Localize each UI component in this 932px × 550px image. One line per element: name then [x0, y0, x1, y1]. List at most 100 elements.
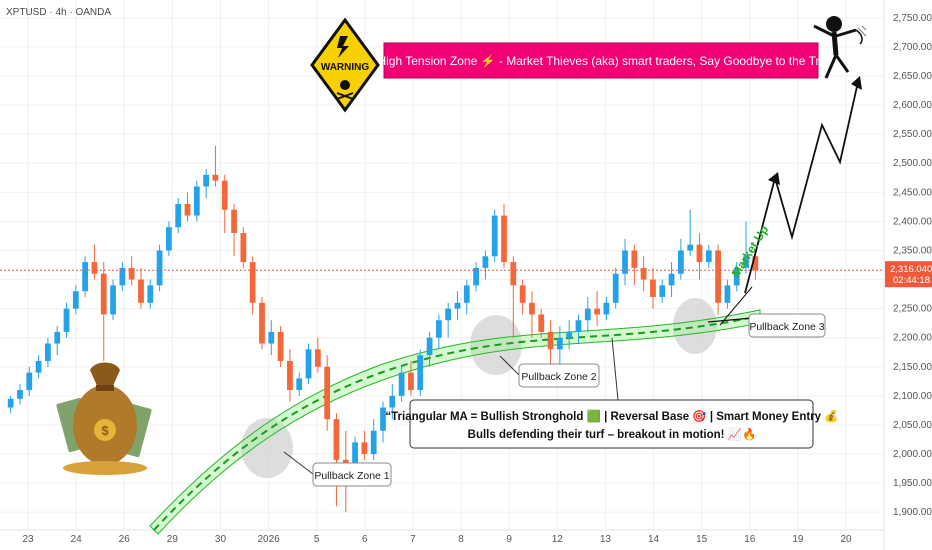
price-tick-label: 2,750.000 [893, 13, 932, 24]
candle-bull [193, 186, 200, 216]
candle-bear [631, 250, 638, 268]
candle-bear [324, 366, 331, 420]
candle-bear [715, 250, 721, 303]
price-tick-label: 2,150.000 [893, 362, 932, 373]
price-tick-label: 2,200.000 [893, 333, 932, 344]
projection-path [744, 81, 859, 294]
time-tick-label: 26 [119, 534, 131, 545]
candle-bull [584, 308, 591, 321]
candle-bull [603, 302, 610, 315]
time-tick-label: 19 [792, 534, 804, 545]
time-tick-label: 2026 [257, 534, 280, 545]
candle-bull [566, 331, 573, 338]
candle-bull [54, 331, 61, 344]
candle-bear [547, 331, 554, 350]
candle-bull [305, 349, 312, 379]
candle-bear [212, 174, 219, 181]
candle-bull [659, 285, 666, 297]
price-tick-label: 2,500.000 [893, 158, 932, 169]
candle-bull [575, 320, 582, 332]
price-tick-label: 1,950.000 [893, 478, 932, 489]
time-tick-label: 7 [410, 534, 416, 545]
candle-bear [314, 349, 321, 367]
time-tick-label: 30 [215, 534, 227, 545]
candle-bull [473, 267, 479, 286]
candle-bear [128, 267, 135, 280]
candle-bear [259, 302, 265, 344]
price-tick-label: 2,100.000 [893, 391, 932, 402]
quote-line-1: “Triangular MA = Bullish Stronghold 🟩 | … [385, 409, 838, 423]
candles [7, 145, 759, 513]
candle-bear [594, 308, 600, 315]
candle-bull [82, 262, 89, 292]
price-tick-label: 2,550.000 [893, 129, 932, 140]
time-tick-label: 23 [22, 534, 34, 545]
candle-bull [26, 372, 33, 391]
banner-text: ⚠️ High Tension Zone ⚡ - Market Thieves … [359, 54, 843, 68]
candle-bear [640, 267, 647, 280]
candle-bull [268, 331, 275, 344]
candle-bear [408, 372, 414, 391]
price-tick-label: 2,000.000 [893, 449, 932, 460]
svg-text:$: $ [101, 423, 109, 438]
candle-bull [454, 302, 461, 309]
candle-bull [380, 407, 386, 431]
candle-bull [724, 285, 731, 303]
candle-bear [287, 360, 293, 391]
price-tick-label: 2,650.000 [893, 71, 932, 82]
money-bag-icon: $ [56, 362, 152, 475]
candle-bull [296, 378, 303, 391]
candle-bull [426, 337, 433, 356]
time-axis: 23 24 26 29 30 2026 5 6 7 8 9 12 13 14 15 16 19 20 [22, 534, 852, 545]
pullback-zone-3-callout: Pullback Zone 3 [748, 313, 826, 338]
candle-bull [687, 244, 694, 251]
candle-bear [221, 180, 228, 210]
warning-sign-icon: WARNING [310, 17, 380, 113]
time-tick-label: 8 [458, 534, 464, 545]
candle-bull [352, 442, 358, 478]
candle-bull [677, 250, 684, 274]
time-tick-label: 12 [552, 534, 564, 545]
candle-bull [17, 390, 23, 399]
candle-bull [389, 395, 396, 408]
candle-bull [119, 267, 126, 286]
candle-bear [519, 285, 526, 303]
price-tick-label: 2,400.000 [893, 216, 932, 227]
candle-bear [277, 331, 284, 361]
pullback-zone-3-label: Pullback Zone 3 [749, 321, 824, 333]
candle-bull [668, 273, 675, 286]
candle-bull [63, 308, 70, 332]
current-price-tag: 2,316.040 02:44:18 [885, 261, 932, 288]
candle-bear [529, 302, 535, 315]
warning-sign-label: WARNING [321, 62, 370, 73]
candle-bull [417, 355, 424, 391]
candle-bear [510, 262, 517, 286]
pullback-3-pointer [707, 317, 753, 323]
shocked-man-icon [813, 16, 867, 79]
candle-bear [538, 314, 545, 332]
candle-bear [240, 233, 247, 263]
price-tick-label: 2,700.000 [893, 42, 932, 53]
candle-bull [370, 430, 377, 455]
pullback-zone-2-label: Pullback Zone 2 [521, 371, 596, 383]
price-tick-label: 2,600.000 [893, 100, 932, 111]
candle-bull [491, 215, 498, 257]
current-price-value: 2,316.040 [890, 264, 932, 275]
pullback-zone-1-callout: Pullback Zone 1 [283, 451, 392, 487]
candle-bear [91, 262, 98, 274]
projection-arrow-1 [768, 172, 780, 185]
candle-bull [622, 250, 628, 274]
time-tick-label: 24 [71, 534, 83, 545]
candle-bear [184, 203, 191, 216]
pullback-zone-1-label: Pullback Zone 1 [314, 470, 389, 482]
candle-bull [463, 285, 470, 303]
price-tick-label: 2,350.000 [893, 245, 932, 256]
time-tick-label: 15 [696, 534, 708, 545]
time-tick-label: 20 [840, 534, 852, 545]
time-tick-label: 14 [648, 534, 660, 545]
candle-bull [435, 320, 442, 338]
candle-bull [45, 343, 51, 361]
candle-bull [72, 291, 79, 309]
